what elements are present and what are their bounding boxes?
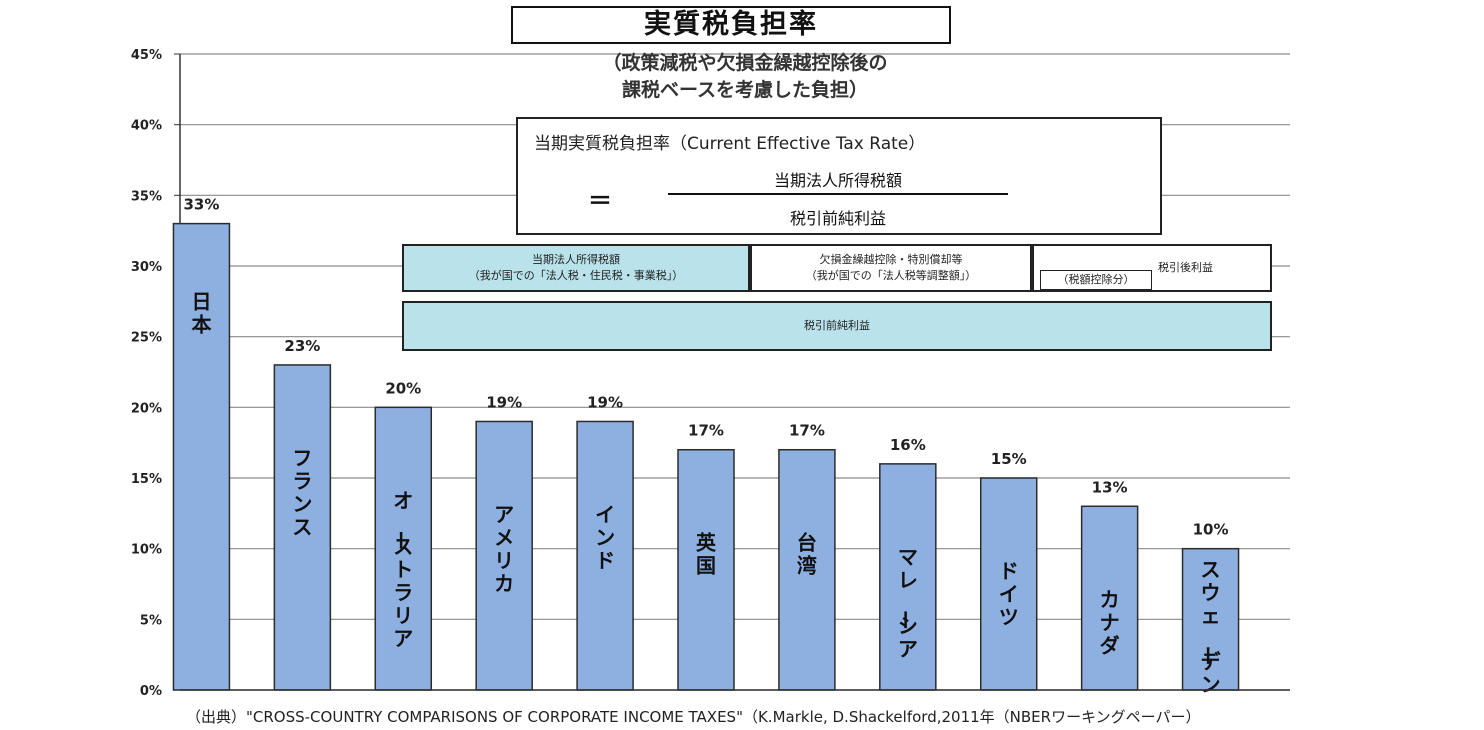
data-label: 20% — [385, 379, 421, 397]
data-label: 15% — [991, 450, 1027, 468]
formula-title: 当期実質税負担率（Current Effective Tax Rate） — [534, 134, 926, 154]
loss-carryforward-box: 欠損金繰越控除・特別償却等 （我が国での「法人税等調整額」） — [750, 244, 1032, 292]
category-label: 台湾 — [797, 531, 817, 578]
y-tick-label: 25% — [131, 331, 162, 346]
category-label: アメリカ — [494, 502, 514, 595]
category-label: 英国 — [696, 531, 717, 578]
y-tick-label: 0% — [140, 684, 162, 699]
bar — [677, 448, 735, 691]
corporate-tax-note: （我が国での「法人税・住民税・事業税」） — [468, 269, 684, 282]
bar — [374, 406, 433, 691]
bar — [273, 364, 332, 691]
loss-carryforward-note: （我が国での「法人税等調整額」） — [805, 269, 977, 282]
y-tick-label: 20% — [131, 401, 162, 416]
data-label: 13% — [1092, 478, 1128, 496]
y-tick-label: 15% — [131, 472, 162, 487]
chart-title: 実質税負担率 — [511, 6, 951, 44]
category-label: カナダ — [1100, 587, 1120, 657]
bar — [475, 420, 533, 691]
data-label: 23% — [284, 337, 320, 355]
bar — [576, 420, 634, 691]
data-label: 17% — [789, 422, 825, 440]
bar — [778, 448, 836, 691]
category-label: ドイツ — [999, 559, 1019, 629]
bar — [879, 463, 937, 691]
data-label: 19% — [486, 393, 522, 411]
bar — [979, 477, 1038, 691]
data-label: 16% — [890, 436, 926, 454]
data-label: 10% — [1193, 521, 1229, 539]
y-tick-label: 35% — [131, 189, 162, 204]
y-tick-label: 30% — [131, 260, 162, 275]
after-tax-profit-label: 税引後利益 — [1158, 261, 1213, 274]
data-label: 17% — [688, 422, 724, 440]
loss-carryforward-label: 欠損金繰越控除・特別償却等 — [819, 253, 963, 266]
fraction-line — [668, 193, 1008, 195]
subtitle-line-1: （政策減税や欠損金繰越控除後の — [602, 52, 888, 74]
tax-credit-box: （税額控除分） — [1040, 270, 1152, 290]
data-label: 33% — [184, 196, 220, 214]
chart-subtitle: （政策減税や欠損金繰越控除後の 課税ベースを考慮した負担） — [540, 50, 950, 104]
corporate-tax-box: 当期法人所得税額 （我が国での「法人税・住民税・事業税」） — [402, 244, 750, 292]
subtitle-line-2: 課税ベースを考慮した負担） — [621, 79, 869, 101]
bar — [172, 222, 231, 691]
category-label: フランス — [292, 446, 312, 539]
formula-denominator: 税引前純利益 — [789, 209, 886, 228]
y-tick-label: 45% — [131, 48, 162, 63]
pretax-profit-box: 税引前純利益 — [402, 301, 1272, 351]
bar — [1181, 547, 1240, 691]
category-label: マレーシア — [893, 545, 918, 661]
category-label: オーストラリア — [388, 488, 413, 650]
category-label: インド — [595, 502, 615, 572]
category-label: 日本 — [191, 289, 211, 336]
y-tick-label: 10% — [131, 543, 162, 558]
after-tax-profit-box: （税額控除分） 税引後利益 — [1032, 244, 1272, 292]
corporate-tax-label: 当期法人所得税額 — [532, 253, 620, 266]
pretax-profit-label: 税引前純利益 — [804, 319, 870, 332]
y-tick-label: 5% — [140, 613, 162, 628]
source-citation: （出典）"CROSS-COUNTRY COMPARISONS OF CORPOR… — [186, 708, 1201, 726]
y-tick-label: 40% — [131, 119, 162, 134]
data-label: 19% — [587, 393, 623, 411]
formula-equals: ＝ — [588, 187, 612, 215]
formula-numerator: 当期法人所得税額 — [773, 171, 902, 190]
formula-box: 当期実質税負担率（Current Effective Tax Rate） ＝ 当… — [516, 117, 1162, 235]
